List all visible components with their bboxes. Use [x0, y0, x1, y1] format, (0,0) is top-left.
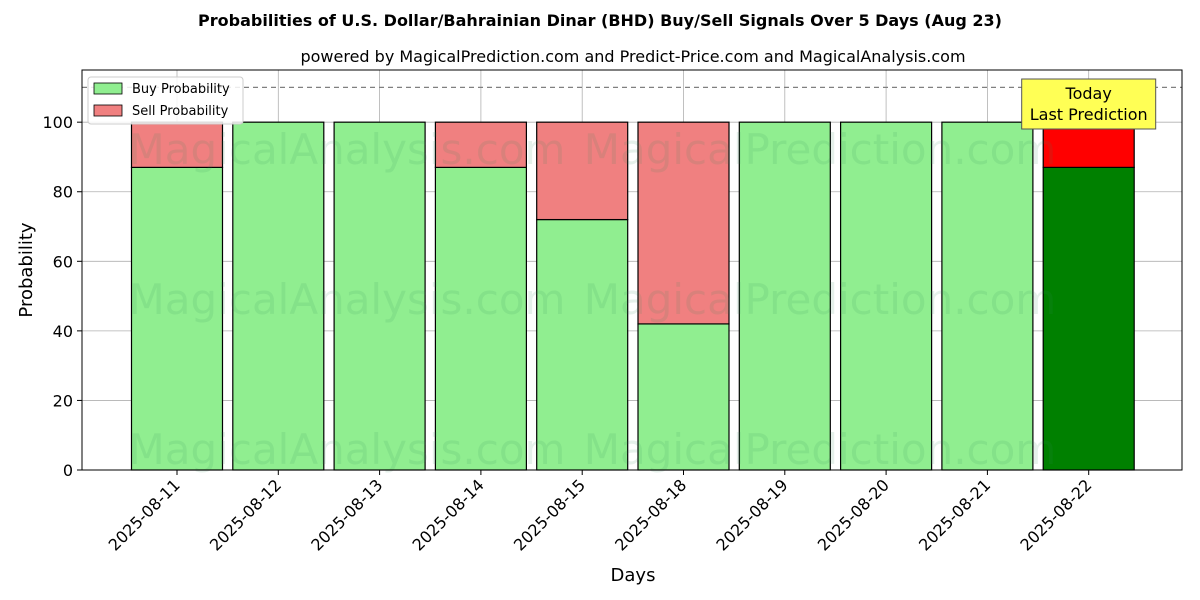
x-tick-label: 2025-08-14 [409, 475, 488, 554]
buy-bar [333, 121, 426, 471]
watermark-text: MagicalPrediction.com [584, 275, 1057, 324]
buy-bar [1042, 166, 1135, 471]
watermark-text: MagicalAnalysis.com [129, 125, 566, 174]
buy-bar [536, 218, 629, 471]
sell-bar [1042, 121, 1135, 168]
buy-bar [130, 166, 224, 471]
x-tick-label: 2025-08-21 [915, 475, 994, 554]
buy-bar [839, 121, 933, 471]
watermarks: MagicalAnalysis.com MagicalPrediction.com… [129, 125, 1057, 474]
plot-frame [81, 69, 1183, 471]
x-axis: 2025-08-11 2025-08-12 2025-08-13 2025-08-14… [105, 470, 1096, 555]
legend-swatch [93, 104, 123, 117]
watermark-text: MagicalAnalysis.com [129, 275, 566, 324]
sell-bar [536, 121, 629, 221]
buy-bar [738, 121, 831, 471]
watermark-text: MagicalPrediction.com [584, 125, 1057, 174]
x-axis-label: Days [611, 565, 656, 586]
buy-bar [434, 166, 527, 471]
buy-bar [941, 121, 1034, 471]
sell-bar [434, 121, 527, 168]
bars [130, 121, 1135, 471]
y-tick-label: 20 [53, 391, 73, 410]
chart-subtitle: powered by MagicalPrediction.com and Pre… [300, 47, 965, 66]
buy-bar [637, 323, 730, 471]
y-tick-label: 100 [42, 113, 73, 132]
legend-label: Buy Probability [132, 82, 230, 97]
chart-title: Probabilities of U.S. Dollar/Bahrainian … [198, 11, 1002, 30]
y-axis: 0 20 40 60 80 100 [42, 113, 82, 480]
x-tick-label: 2025-08-18 [611, 475, 690, 554]
legend: Buy Probability Sell Probability [87, 76, 244, 125]
x-tick-label: 2025-08-13 [307, 475, 386, 554]
sell-bar [637, 121, 730, 325]
annotation-line: Last Prediction [1030, 105, 1148, 124]
annotation-box [1021, 78, 1157, 130]
sell-bar [130, 121, 224, 168]
x-tick-label: 2025-08-15 [510, 475, 589, 554]
watermark-text: MagicalAnalysis.com [129, 425, 566, 474]
x-tick-label: 2025-08-11 [105, 475, 184, 554]
y-tick-label: 80 [53, 183, 73, 202]
x-tick-label: 2025-08-20 [814, 475, 893, 554]
legend-swatch [93, 82, 123, 95]
x-tick-label: 2025-08-12 [206, 475, 285, 554]
annotation: Today Last Prediction [1021, 78, 1157, 130]
watermark-text: MagicalPrediction.com [584, 425, 1057, 474]
legend-box [87, 76, 244, 125]
y-tick-label: 0 [63, 461, 73, 480]
x-tick-label: 2025-08-19 [712, 475, 791, 554]
x-tick-label: 2025-08-22 [1016, 475, 1095, 554]
legend-label: Sell Probability [132, 104, 229, 119]
y-axis-label: Probability [16, 222, 37, 317]
y-tick-label: 60 [53, 252, 73, 271]
annotation-line: Today [1065, 84, 1112, 103]
y-tick-label: 40 [53, 322, 73, 341]
